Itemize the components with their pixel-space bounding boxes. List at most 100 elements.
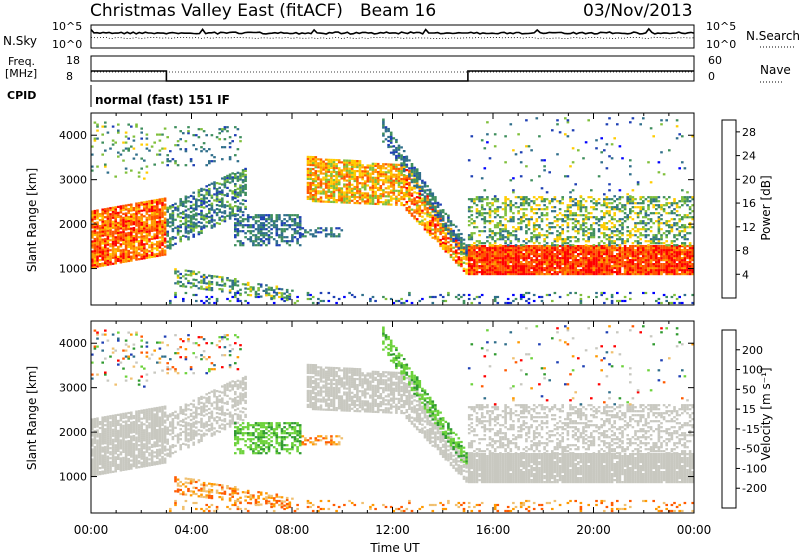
power-cell <box>145 208 149 211</box>
power-cell <box>418 174 422 177</box>
power-cell <box>221 276 224 279</box>
power-cell <box>324 227 328 230</box>
power-cell <box>584 222 588 225</box>
power-cell <box>460 242 463 246</box>
power-cell <box>558 208 562 211</box>
power-cell <box>501 253 505 256</box>
power-cell <box>257 293 260 296</box>
power-cell <box>496 259 500 262</box>
power-cell <box>285 224 289 227</box>
power-cell <box>156 200 159 204</box>
power-cell <box>330 180 333 183</box>
power-cell <box>265 224 268 227</box>
power-cell <box>158 208 162 211</box>
power-cell <box>688 261 692 264</box>
power-cell <box>213 185 216 188</box>
power-cell <box>543 255 546 258</box>
power-cell <box>597 228 601 231</box>
power-cell <box>280 288 284 291</box>
power-cell <box>545 208 549 211</box>
power-cell <box>465 246 468 249</box>
power-cell <box>176 140 180 143</box>
power-cell <box>278 295 281 299</box>
power-cell <box>553 240 557 243</box>
power-cell <box>418 192 422 195</box>
power-cell <box>522 247 526 250</box>
power-cell <box>506 230 510 233</box>
power-cell <box>434 198 437 201</box>
power-cell <box>156 254 159 258</box>
power-cell <box>475 251 479 254</box>
power-cell <box>478 255 481 258</box>
power-cell <box>655 208 658 211</box>
power-cell <box>91 252 94 255</box>
power-cell <box>551 244 554 247</box>
power-cell <box>145 204 149 207</box>
power-cell <box>106 241 110 244</box>
power-cell <box>124 238 128 241</box>
power-cell <box>366 166 370 169</box>
power-cell <box>493 212 497 215</box>
power-cell <box>496 265 500 268</box>
power-cell <box>231 212 234 215</box>
power-cell <box>205 201 208 204</box>
power-cell <box>296 224 299 227</box>
power-cell <box>439 219 442 222</box>
power-cell <box>454 255 458 258</box>
power-cell <box>348 161 351 164</box>
power-cell <box>499 247 502 250</box>
power-cell <box>156 248 159 252</box>
power-cell <box>618 232 622 235</box>
power-cell <box>522 196 526 199</box>
power-cell <box>218 132 221 135</box>
power-cell <box>556 249 559 252</box>
power-cell <box>231 206 234 209</box>
power-cell <box>545 261 549 264</box>
power-cell <box>371 200 375 203</box>
power-cell <box>174 236 177 239</box>
power-cell <box>270 236 273 239</box>
power-cell <box>548 251 551 254</box>
power-cell <box>488 244 492 247</box>
power-cell <box>600 251 603 254</box>
power-cell <box>132 249 136 252</box>
power-cell <box>610 222 614 225</box>
power-cell <box>363 186 367 189</box>
power-cell <box>613 212 616 215</box>
power-cell <box>228 289 232 292</box>
power-cell <box>408 171 411 174</box>
power-cell <box>208 187 211 191</box>
power-cell <box>114 244 117 247</box>
power-cell <box>382 181 385 184</box>
power-cell <box>452 258 455 261</box>
power-cell <box>561 230 564 233</box>
power-cell <box>228 146 232 149</box>
power-cell <box>348 173 351 176</box>
power-cell <box>132 237 136 240</box>
power-cell <box>421 223 424 226</box>
power-cell <box>590 255 593 258</box>
power-cell <box>350 191 354 194</box>
power-cell <box>538 269 541 272</box>
power-cell <box>631 202 635 205</box>
power-cell <box>356 196 359 199</box>
power-cell <box>171 212 175 215</box>
power-cell <box>239 140 242 143</box>
power-cell <box>143 243 146 246</box>
power-cell <box>590 234 593 237</box>
power-cell <box>486 196 489 199</box>
power-cell <box>597 230 601 233</box>
power-cell <box>379 187 383 190</box>
power-cell <box>169 160 172 163</box>
power-cell <box>306 163 310 166</box>
power-cell <box>192 203 195 206</box>
power-cell <box>111 222 115 225</box>
power-cell <box>236 179 240 182</box>
power-cell <box>143 221 146 224</box>
power-cell <box>587 245 590 248</box>
power-cell <box>592 261 596 264</box>
power-cell <box>556 253 559 256</box>
power-cell <box>683 257 687 260</box>
power-cell <box>293 232 297 235</box>
power-cell <box>259 244 263 247</box>
